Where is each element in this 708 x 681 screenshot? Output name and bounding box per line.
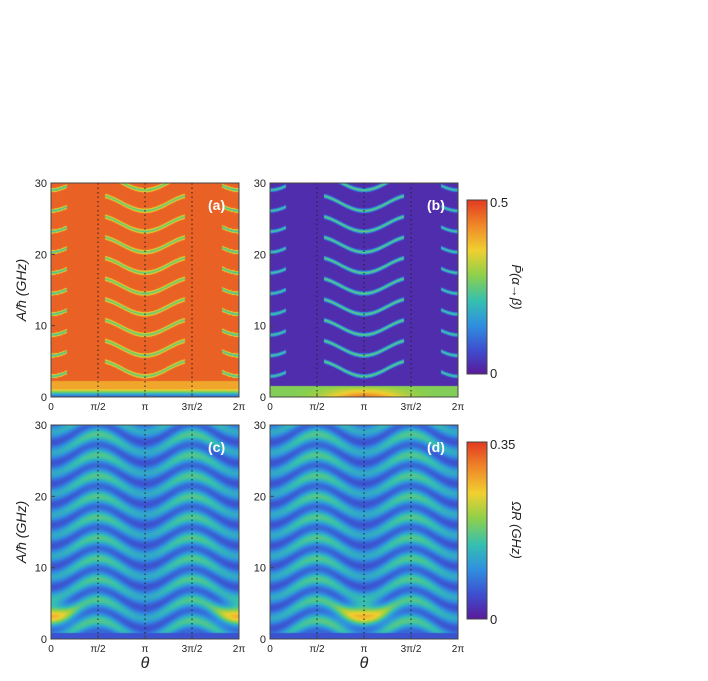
y-tick-label: 20: [35, 491, 47, 503]
y-tick-label: 10: [254, 563, 266, 575]
x-tick-label: π: [142, 644, 149, 655]
panel-label-c: (c): [208, 439, 225, 455]
x-tick-label: π/2: [309, 644, 325, 655]
colorbar-bottom-min: 0: [490, 612, 497, 627]
y-tick-label: 30: [35, 178, 47, 190]
colorbar-top-label: P̄(α→β): [509, 264, 524, 309]
x-tick-label: 0: [48, 402, 54, 413]
y-tick-label: 0: [260, 634, 266, 646]
x-tick-label: 0: [267, 402, 273, 413]
x-tick-label: 2π: [452, 402, 465, 413]
heatmap-a: [51, 183, 239, 397]
x-tick-label: 3π/2: [182, 644, 203, 655]
x-tick-label: 3π/2: [182, 402, 203, 413]
colorbar-top-gradient: [466, 199, 488, 375]
panel-label-b: (b): [427, 197, 445, 213]
x-tick-label: 2π: [452, 644, 465, 655]
panel-b: (b) 0 10 20 30 0 π/2 π 3π/2 2π: [254, 178, 465, 413]
x-tick-label: 3π/2: [401, 402, 422, 413]
x-tick-label: π/2: [90, 402, 106, 413]
y-tick-label: 20: [35, 249, 47, 261]
colorbar-top-max: 0.5: [490, 195, 508, 210]
y-tick-label: 10: [35, 321, 47, 333]
y-tick-label: 10: [35, 563, 47, 575]
y-ticks-c: 0 10 20 30: [35, 420, 55, 646]
y-axis-label-top: A/ħ (GHz): [13, 259, 29, 322]
x-tick-label: π: [361, 644, 368, 655]
heatmap-c: [51, 425, 239, 639]
x-tick-label: 0: [48, 644, 54, 655]
colorbar-top-min: 0: [490, 366, 497, 381]
y-tick-label: 0: [41, 392, 47, 404]
x-ticks-a: 0 π/2 π 3π/2 2π: [48, 393, 245, 413]
y-tick-label: 0: [41, 634, 47, 646]
colorbar-top: 0.5 0 P̄(α→β): [466, 195, 524, 381]
x-tick-label: π: [361, 402, 368, 413]
y-ticks-d: 0 10 20 30: [254, 420, 274, 646]
x-ticks-b: 0 π/2 π 3π/2 2π: [267, 393, 464, 413]
y-tick-label: 20: [254, 249, 266, 261]
x-tick-label: 0: [267, 644, 273, 655]
y-tick-label: 10: [254, 321, 266, 333]
panel-c: (c) 0 10 20 30 0 π/2 π 3π/2 2π: [35, 420, 246, 655]
y-tick-label: 30: [35, 420, 47, 432]
panel-label-a: (a): [208, 197, 225, 213]
y-axis-label-bottom: A/ħ (GHz): [13, 501, 29, 564]
heatmap-d: [270, 425, 458, 639]
y-ticks-a: 0 10 20 30: [35, 178, 55, 404]
x-axis-label-c: θ: [141, 655, 150, 672]
colorbar-bottom-label: ΩR (GHz): [509, 501, 524, 559]
y-tick-label: 0: [260, 392, 266, 404]
x-tick-label: π/2: [309, 402, 325, 413]
x-tick-label: 2π: [233, 402, 246, 413]
colorbar-bottom-max: 0.35: [490, 437, 515, 452]
x-ticks-d: 0 π/2 π 3π/2 2π: [267, 635, 464, 655]
colorbar-bottom-gradient: [466, 441, 488, 620]
x-tick-label: π/2: [90, 644, 106, 655]
y-tick-label: 30: [254, 178, 266, 190]
panel-label-d: (d): [427, 439, 445, 455]
y-ticks-b: 0 10 20 30: [254, 178, 274, 404]
colorbar-bottom: 0.35 0 ΩR (GHz): [466, 437, 524, 627]
x-ticks-c: 0 π/2 π 3π/2 2π: [48, 635, 245, 655]
panel-d: (d) 0 10 20 30 0 π/2 π 3π/2 2π: [254, 420, 465, 655]
x-axis-label-d: θ: [360, 655, 369, 672]
x-tick-label: π: [142, 402, 149, 413]
y-tick-label: 30: [254, 420, 266, 432]
y-tick-label: 20: [254, 491, 266, 503]
x-tick-label: 2π: [233, 644, 246, 655]
heatmap-b: [270, 183, 458, 397]
x-tick-label: 3π/2: [401, 644, 422, 655]
panel-a: (a) 0 10 20 30 0 π/2 π 3π/2 2π: [35, 178, 246, 413]
